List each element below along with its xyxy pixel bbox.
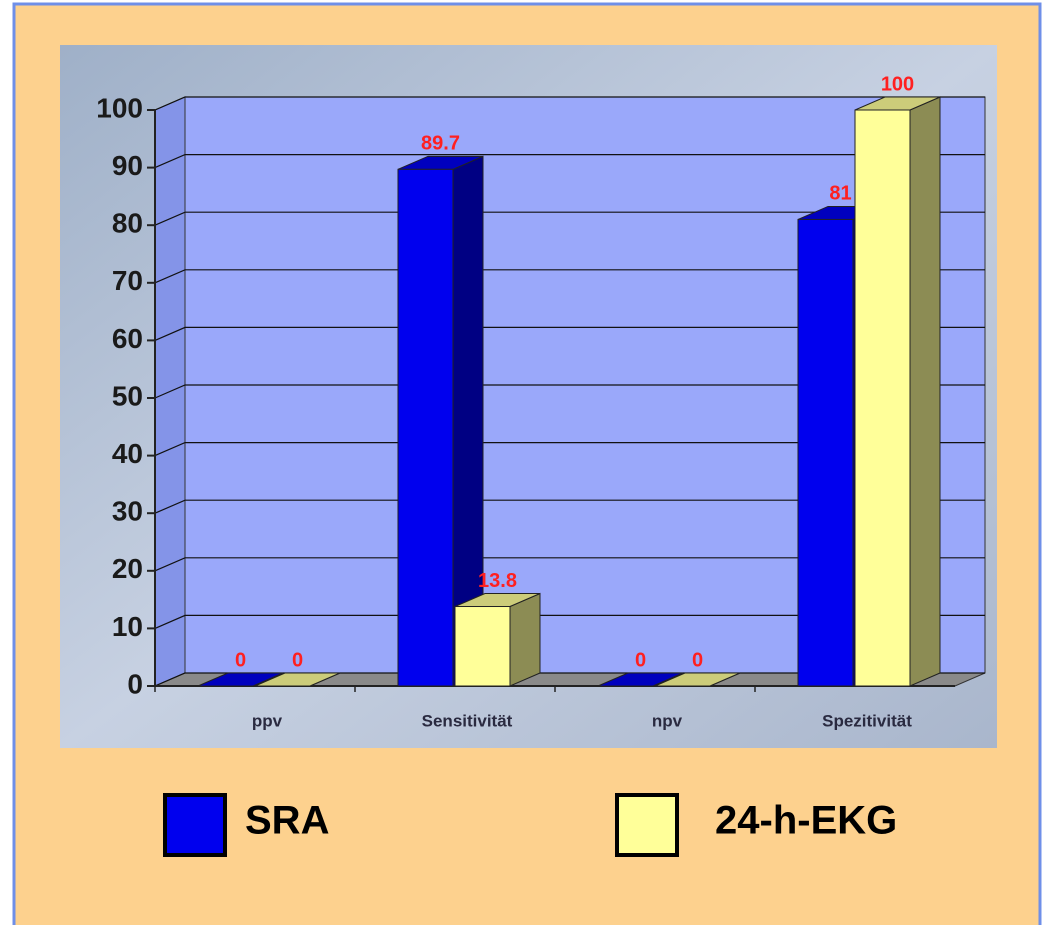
- grid-line: [154, 269, 985, 284]
- bar: [254, 672, 341, 687]
- bar-front: [854, 109, 911, 687]
- y-tick-label: 10: [112, 611, 143, 642]
- y-tick-label: 50: [112, 380, 143, 411]
- x-tick-label: npv: [652, 711, 683, 730]
- grid-line: [154, 614, 985, 629]
- bar-top: [654, 672, 741, 687]
- legend-swatch: [163, 793, 227, 857]
- grid-line: [154, 442, 985, 457]
- value-label: 100: [881, 73, 914, 95]
- bar: [397, 155, 484, 687]
- grid-line: [154, 96, 985, 111]
- value-label: 13.8: [478, 570, 517, 592]
- y-tick-label: 100: [96, 92, 143, 123]
- value-label: 0: [235, 649, 246, 671]
- y-tick-label: 0: [127, 668, 143, 699]
- x-tick-label: Sensitivität: [422, 711, 513, 730]
- bar: [454, 592, 541, 687]
- y-tick-label: 20: [112, 553, 143, 584]
- bar-side: [909, 96, 941, 687]
- x-tick-label: Spezitivität: [822, 711, 912, 730]
- y-tick-label: 40: [112, 438, 143, 469]
- bar-front: [397, 168, 454, 687]
- bar: [597, 672, 684, 687]
- bar-top: [597, 672, 684, 687]
- value-label: 0: [692, 649, 703, 671]
- value-label: 0: [292, 649, 303, 671]
- grid-line: [154, 326, 985, 341]
- x-tick-label: ppv: [252, 711, 283, 730]
- bar-top: [254, 672, 341, 687]
- grid-line: [154, 557, 985, 572]
- legend-swatch: [615, 793, 679, 857]
- value-label: 81: [829, 183, 851, 205]
- bar: [854, 96, 941, 687]
- bar-top: [197, 672, 284, 687]
- legend-label: SRA: [245, 799, 329, 843]
- bar-front: [454, 606, 511, 687]
- grid-line: [154, 154, 985, 169]
- value-label: 89.7: [421, 133, 460, 155]
- grid-line: [154, 499, 985, 514]
- y-tick-label: 70: [112, 265, 143, 296]
- y-tick-label: 90: [112, 150, 143, 181]
- bar: [197, 672, 284, 687]
- bar-side: [509, 592, 541, 687]
- bar: [654, 672, 741, 687]
- y-tick-label: 30: [112, 496, 143, 527]
- value-label: 0: [635, 649, 646, 671]
- grid-line: [154, 384, 985, 399]
- y-tick-label: 60: [112, 323, 143, 354]
- bar-front: [797, 218, 854, 687]
- y-tick-label: 80: [112, 208, 143, 239]
- legend-label: 24-h-EKG: [715, 799, 897, 843]
- grid-line: [154, 211, 985, 226]
